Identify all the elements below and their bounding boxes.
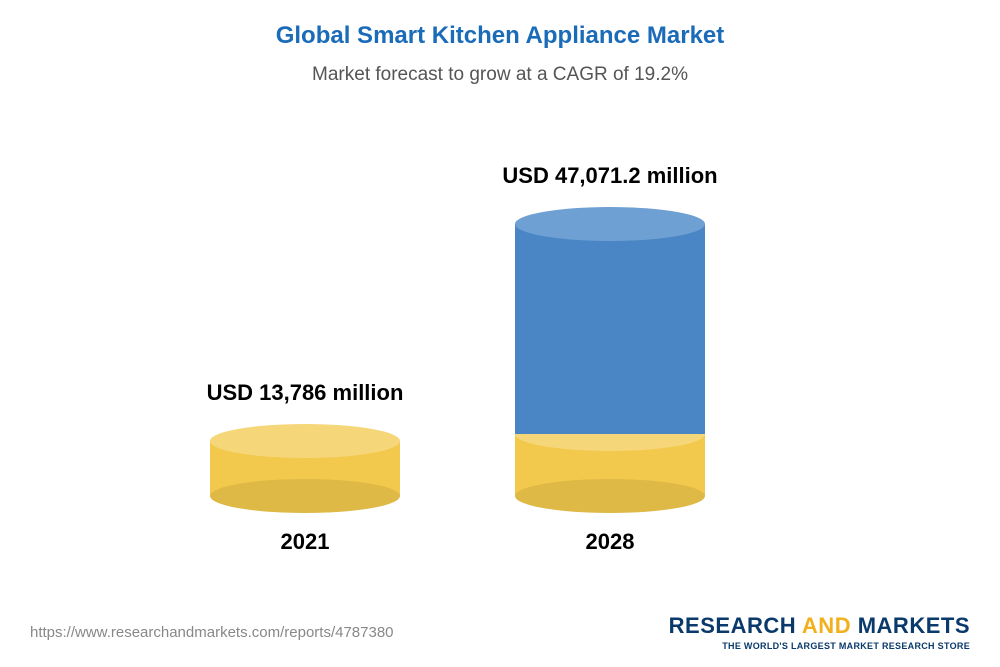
chart-subtitle: Market forecast to grow at a CAGR of 19.… [0,64,1000,86]
cylinder-bottom [515,479,705,513]
value-label: USD 47,071.2 million [460,163,760,189]
year-label: 2021 [205,529,405,555]
chart-area: USD 13,786 million 2021 USD 47,071.2 milli… [0,96,1000,566]
logo-tagline: THE WORLD'S LARGEST MARKET RESEARCH STOR… [669,641,970,651]
chart-title: Global Smart Kitchen Appliance Market [0,0,1000,50]
logo-word2: AND [802,613,851,638]
logo-word1: RESEARCH [669,613,796,638]
logo: RESEARCH AND MARKETS THE WORLD'S LARGEST… [669,613,970,651]
cylinder-top [515,207,705,241]
logo-word3: MARKETS [858,613,970,638]
cylinder-bottom [210,479,400,513]
cylinder-top [210,424,400,458]
logo-main: RESEARCH AND MARKETS [669,613,970,639]
year-label: 2028 [510,529,710,555]
source-url: https://www.researchandmarkets.com/repor… [30,624,394,641]
cylinder-body [515,224,705,434]
footer: https://www.researchandmarkets.com/repor… [0,609,1000,667]
value-label: USD 13,786 million [155,380,455,406]
